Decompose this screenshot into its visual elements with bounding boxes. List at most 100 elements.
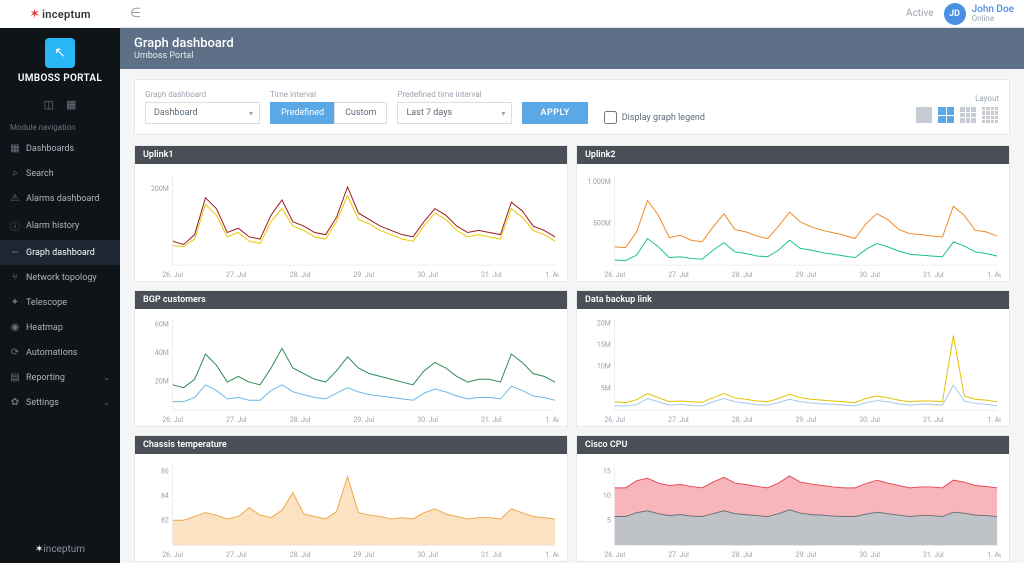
svg-text:29. Jul: 29. Jul (354, 416, 375, 424)
svg-text:29. Jul: 29. Jul (796, 551, 817, 559)
svg-text:29. Jul: 29. Jul (354, 271, 375, 279)
portal-quick-icons: ◫ ▦ (0, 94, 120, 119)
sidebar-item-network-topology[interactable]: ⑂Network topology (0, 265, 120, 290)
svg-text:26. Jul: 26. Jul (604, 271, 625, 279)
svg-text:86: 86 (161, 467, 169, 475)
svg-text:500M: 500M (593, 220, 611, 228)
display-legend-checkbox[interactable]: Display graph legend (604, 111, 705, 124)
svg-text:1.000M: 1.000M (587, 178, 610, 186)
chart-body[interactable]: 20M40M60M26. Jul27. Jul28. Jul29. Jul30.… (135, 309, 567, 426)
chart-body[interactable]: 5101526. Jul27. Jul28. Jul29. Jul30. Jul… (577, 454, 1009, 561)
svg-text:200M: 200M (151, 185, 169, 193)
logo-glyph: ✶ (29, 7, 40, 22)
chart-body[interactable]: 82848626. Jul27. Jul28. Jul29. Jul30. Ju… (135, 454, 567, 561)
nav-label: Dashboards (26, 144, 74, 154)
svg-text:5M: 5M (601, 384, 611, 392)
sidebar-item-telescope[interactable]: ✦Telescope (0, 290, 120, 315)
chart-title: Cisco CPU (577, 436, 1009, 454)
nav-icon: ~ (10, 247, 20, 258)
sidebar-item-graph-dashboard[interactable]: ~ Graph dashboard (0, 240, 120, 265)
grid-icon[interactable]: ▦ (66, 98, 76, 111)
nav-icon: ⑂ (10, 272, 20, 283)
svg-text:82: 82 (161, 516, 169, 524)
svg-text:27. Jul: 27. Jul (226, 551, 247, 559)
sidebar-item-reporting[interactable]: ▤Reporting⌄ (0, 365, 120, 390)
svg-text:40M: 40M (155, 349, 169, 357)
sidebar-item-alarms-dashboard[interactable]: ⚠Alarms dashboard (0, 186, 120, 211)
sidebar-item-alarm-history[interactable]: ⓘ Alarm history (0, 211, 120, 240)
sidebar-item-settings[interactable]: ✿Settings⌄ (0, 390, 120, 415)
chart-panel-uplink1: Uplink1 200M26. Jul27. Jul28. Jul29. Jul… (134, 145, 568, 282)
connection-status: Active (906, 8, 934, 19)
svg-text:5: 5 (607, 516, 611, 524)
nav-label: Alarms dashboard (26, 194, 99, 204)
graph-dashboard-select[interactable]: Dashboard (145, 102, 260, 124)
svg-text:1. Aug: 1. Aug (545, 551, 559, 559)
chart-panel-bgp-customers: BGP customers 20M40M60M26. Jul27. Jul28.… (134, 290, 568, 427)
user-menu[interactable]: JD John Doe Online (944, 3, 1014, 25)
graph-select-label: Graph dashboard (145, 90, 260, 99)
nav-icon: ◉ (10, 322, 20, 333)
svg-text:31. Jul: 31. Jul (481, 416, 502, 424)
svg-text:1. Aug: 1. Aug (545, 271, 559, 279)
apply-button[interactable]: APPLY (522, 102, 587, 124)
layout-4col-button[interactable] (981, 106, 999, 124)
sidebar-item-heatmap[interactable]: ◉Heatmap (0, 315, 120, 340)
svg-text:30. Jul: 30. Jul (417, 551, 438, 559)
module-nav-header: Module navigation (0, 119, 120, 136)
legend-checkbox-input[interactable] (604, 111, 617, 124)
layout-2col-button[interactable] (937, 106, 955, 124)
svg-text:1. Aug: 1. Aug (987, 271, 1001, 279)
page-subtitle: Umboss Portal (134, 51, 1010, 61)
nav-label: Alarm history (26, 221, 79, 231)
svg-text:20M: 20M (155, 378, 169, 386)
sidebar-item-search[interactable]: ⌕ Search (0, 161, 120, 186)
svg-text:1. Aug: 1. Aug (987, 551, 1001, 559)
svg-text:26. Jul: 26. Jul (162, 271, 183, 279)
svg-text:60M: 60M (155, 321, 169, 329)
nav-label: Search (26, 169, 54, 179)
layout-switcher: Layout (915, 94, 999, 124)
portal-badge[interactable]: ↖ UMBOSS PORTAL (0, 28, 120, 94)
predef-time-label: Predefined time interval (397, 90, 512, 99)
nav-icon: ⟳ (10, 347, 20, 358)
user-name: John Doe (972, 4, 1014, 15)
predef-time-select[interactable]: Last 7 days (397, 102, 512, 124)
custom-button[interactable]: Custom (334, 102, 387, 124)
nav-icon: ▦ (10, 143, 20, 154)
nav-label: Reporting (26, 373, 65, 383)
nav-label: Graph dashboard (26, 248, 95, 258)
svg-text:30. Jul: 30. Jul (417, 416, 438, 424)
svg-text:26. Jul: 26. Jul (162, 416, 183, 424)
nav-icon: ✦ (10, 297, 20, 308)
svg-text:31. Jul: 31. Jul (481, 271, 502, 279)
layout-1col-button[interactable] (915, 106, 933, 124)
sidebar-item-automations[interactable]: ⟳Automations (0, 340, 120, 365)
chevron-down-icon: ⌄ (103, 398, 110, 407)
svg-text:84: 84 (161, 492, 169, 500)
chart-body[interactable]: 5M10M15M20M26. Jul27. Jul28. Jul29. Jul3… (577, 309, 1009, 426)
chart-body[interactable]: 200M26. Jul27. Jul28. Jul29. Jul30. Jul3… (135, 164, 567, 281)
layout-3col-button[interactable] (959, 106, 977, 124)
portal-name: UMBOSS PORTAL (0, 73, 120, 84)
svg-text:26. Jul: 26. Jul (604, 551, 625, 559)
nav-label: Settings (26, 398, 59, 408)
svg-text:29. Jul: 29. Jul (354, 551, 375, 559)
svg-text:31. Jul: 31. Jul (923, 416, 944, 424)
shield-icon[interactable]: ◫ (44, 98, 54, 111)
chart-body[interactable]: 500M1.000M26. Jul27. Jul28. Jul29. Jul30… (577, 164, 1009, 281)
brand-logo-bottom: ✶inceptum (0, 536, 120, 563)
user-status: Online (972, 15, 1014, 24)
sidebar-item-dashboards[interactable]: ▦ Dashboards (0, 136, 120, 161)
svg-text:30. Jul: 30. Jul (859, 551, 880, 559)
predefined-button[interactable]: Predefined (270, 102, 334, 124)
chart-title: Chassis temperature (135, 436, 567, 454)
layout-label: Layout (975, 94, 999, 103)
svg-text:1. Aug: 1. Aug (987, 416, 1001, 424)
dashboard-grid: Uplink1 200M26. Jul27. Jul28. Jul29. Jul… (120, 145, 1024, 563)
nav-icon: ⓘ (10, 218, 20, 233)
svg-text:26. Jul: 26. Jul (604, 416, 625, 424)
menu-toggle-icon[interactable]: ∈ (130, 6, 141, 21)
svg-text:30. Jul: 30. Jul (859, 271, 880, 279)
nav-icon: ⌕ (10, 168, 20, 179)
